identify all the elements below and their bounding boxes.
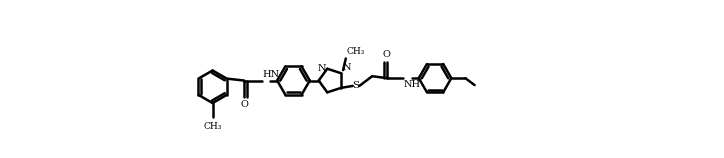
Text: CH₃: CH₃ — [347, 47, 365, 56]
Text: N: N — [317, 64, 326, 73]
Text: NH: NH — [404, 80, 421, 89]
Text: N: N — [342, 63, 351, 72]
Text: HN: HN — [262, 70, 279, 79]
Text: O: O — [383, 50, 391, 59]
Text: S: S — [353, 81, 359, 90]
Text: O: O — [240, 100, 248, 109]
Text: CH₃: CH₃ — [203, 122, 222, 131]
